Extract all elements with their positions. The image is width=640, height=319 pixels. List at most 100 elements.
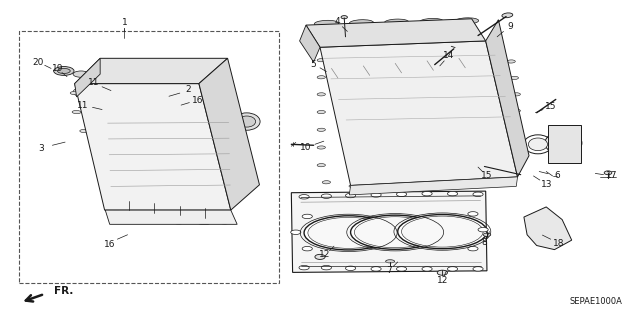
Ellipse shape	[317, 93, 325, 96]
Ellipse shape	[171, 218, 186, 224]
Ellipse shape	[161, 103, 176, 109]
Ellipse shape	[113, 69, 132, 75]
Ellipse shape	[120, 216, 136, 223]
Ellipse shape	[314, 20, 339, 27]
Ellipse shape	[321, 194, 332, 198]
Text: 10: 10	[300, 143, 312, 152]
Ellipse shape	[214, 78, 223, 81]
Ellipse shape	[302, 247, 312, 251]
Ellipse shape	[556, 139, 570, 147]
Polygon shape	[75, 58, 228, 84]
Text: 16: 16	[192, 96, 204, 105]
Ellipse shape	[401, 216, 483, 247]
Ellipse shape	[317, 59, 325, 62]
Polygon shape	[486, 20, 529, 177]
Ellipse shape	[541, 239, 551, 243]
Text: 3: 3	[38, 144, 44, 153]
Ellipse shape	[58, 69, 70, 73]
Ellipse shape	[172, 127, 191, 134]
Ellipse shape	[432, 43, 448, 49]
Ellipse shape	[402, 56, 429, 67]
Ellipse shape	[72, 110, 81, 114]
Text: 17: 17	[606, 171, 618, 181]
Text: FR.: FR.	[54, 286, 74, 296]
Ellipse shape	[369, 60, 395, 70]
Text: SEPAE1000A: SEPAE1000A	[570, 297, 623, 306]
Ellipse shape	[529, 138, 547, 151]
Ellipse shape	[353, 42, 361, 46]
Ellipse shape	[105, 177, 114, 180]
Polygon shape	[105, 210, 237, 224]
Ellipse shape	[234, 113, 260, 130]
Ellipse shape	[145, 124, 154, 128]
Text: 15: 15	[545, 102, 556, 111]
Ellipse shape	[364, 49, 380, 55]
Ellipse shape	[216, 218, 232, 224]
Ellipse shape	[143, 108, 157, 113]
Ellipse shape	[108, 119, 127, 126]
Ellipse shape	[371, 193, 381, 197]
Ellipse shape	[198, 199, 207, 202]
Ellipse shape	[442, 56, 458, 62]
Ellipse shape	[451, 82, 470, 89]
Ellipse shape	[304, 216, 394, 250]
Text: 11: 11	[77, 100, 89, 110]
Text: 15: 15	[481, 171, 493, 181]
Ellipse shape	[512, 93, 520, 96]
Ellipse shape	[469, 52, 496, 62]
Text: 11: 11	[88, 78, 100, 87]
Ellipse shape	[137, 77, 146, 80]
Ellipse shape	[54, 67, 74, 75]
Ellipse shape	[571, 149, 576, 151]
Ellipse shape	[478, 227, 488, 232]
Ellipse shape	[468, 212, 478, 216]
Polygon shape	[300, 25, 320, 62]
Ellipse shape	[351, 215, 440, 249]
Ellipse shape	[396, 192, 406, 197]
Ellipse shape	[391, 41, 399, 45]
Ellipse shape	[169, 202, 178, 205]
Ellipse shape	[196, 218, 212, 225]
Ellipse shape	[374, 62, 390, 68]
Ellipse shape	[349, 20, 374, 26]
Text: 2: 2	[186, 85, 191, 94]
Text: 16: 16	[104, 240, 115, 249]
Ellipse shape	[331, 51, 347, 57]
Text: 12: 12	[319, 250, 331, 259]
Ellipse shape	[429, 41, 438, 44]
Ellipse shape	[502, 159, 510, 162]
Text: 8: 8	[481, 238, 487, 247]
Polygon shape	[320, 41, 518, 185]
Ellipse shape	[212, 160, 221, 163]
Ellipse shape	[108, 193, 117, 196]
Text: 7: 7	[386, 266, 392, 275]
Ellipse shape	[134, 113, 149, 119]
Ellipse shape	[359, 47, 386, 57]
Ellipse shape	[299, 195, 309, 199]
Ellipse shape	[167, 116, 182, 123]
Bar	[19, 31, 279, 284]
Ellipse shape	[551, 135, 556, 137]
Ellipse shape	[397, 214, 487, 249]
Ellipse shape	[460, 39, 486, 49]
Text: 9: 9	[507, 22, 513, 31]
Text: 14: 14	[443, 51, 454, 60]
Ellipse shape	[415, 53, 431, 58]
Ellipse shape	[417, 85, 436, 92]
Ellipse shape	[174, 112, 188, 117]
Ellipse shape	[571, 135, 576, 137]
Ellipse shape	[349, 90, 368, 97]
Ellipse shape	[447, 267, 458, 271]
Polygon shape	[548, 125, 581, 163]
Ellipse shape	[550, 230, 559, 234]
Ellipse shape	[396, 267, 406, 271]
Text: 6: 6	[554, 171, 560, 181]
Ellipse shape	[422, 191, 432, 196]
Ellipse shape	[317, 76, 325, 79]
Ellipse shape	[73, 71, 89, 77]
Ellipse shape	[423, 179, 431, 182]
Ellipse shape	[474, 54, 490, 60]
Ellipse shape	[355, 217, 436, 248]
Ellipse shape	[80, 130, 89, 133]
Text: 4: 4	[335, 18, 340, 26]
